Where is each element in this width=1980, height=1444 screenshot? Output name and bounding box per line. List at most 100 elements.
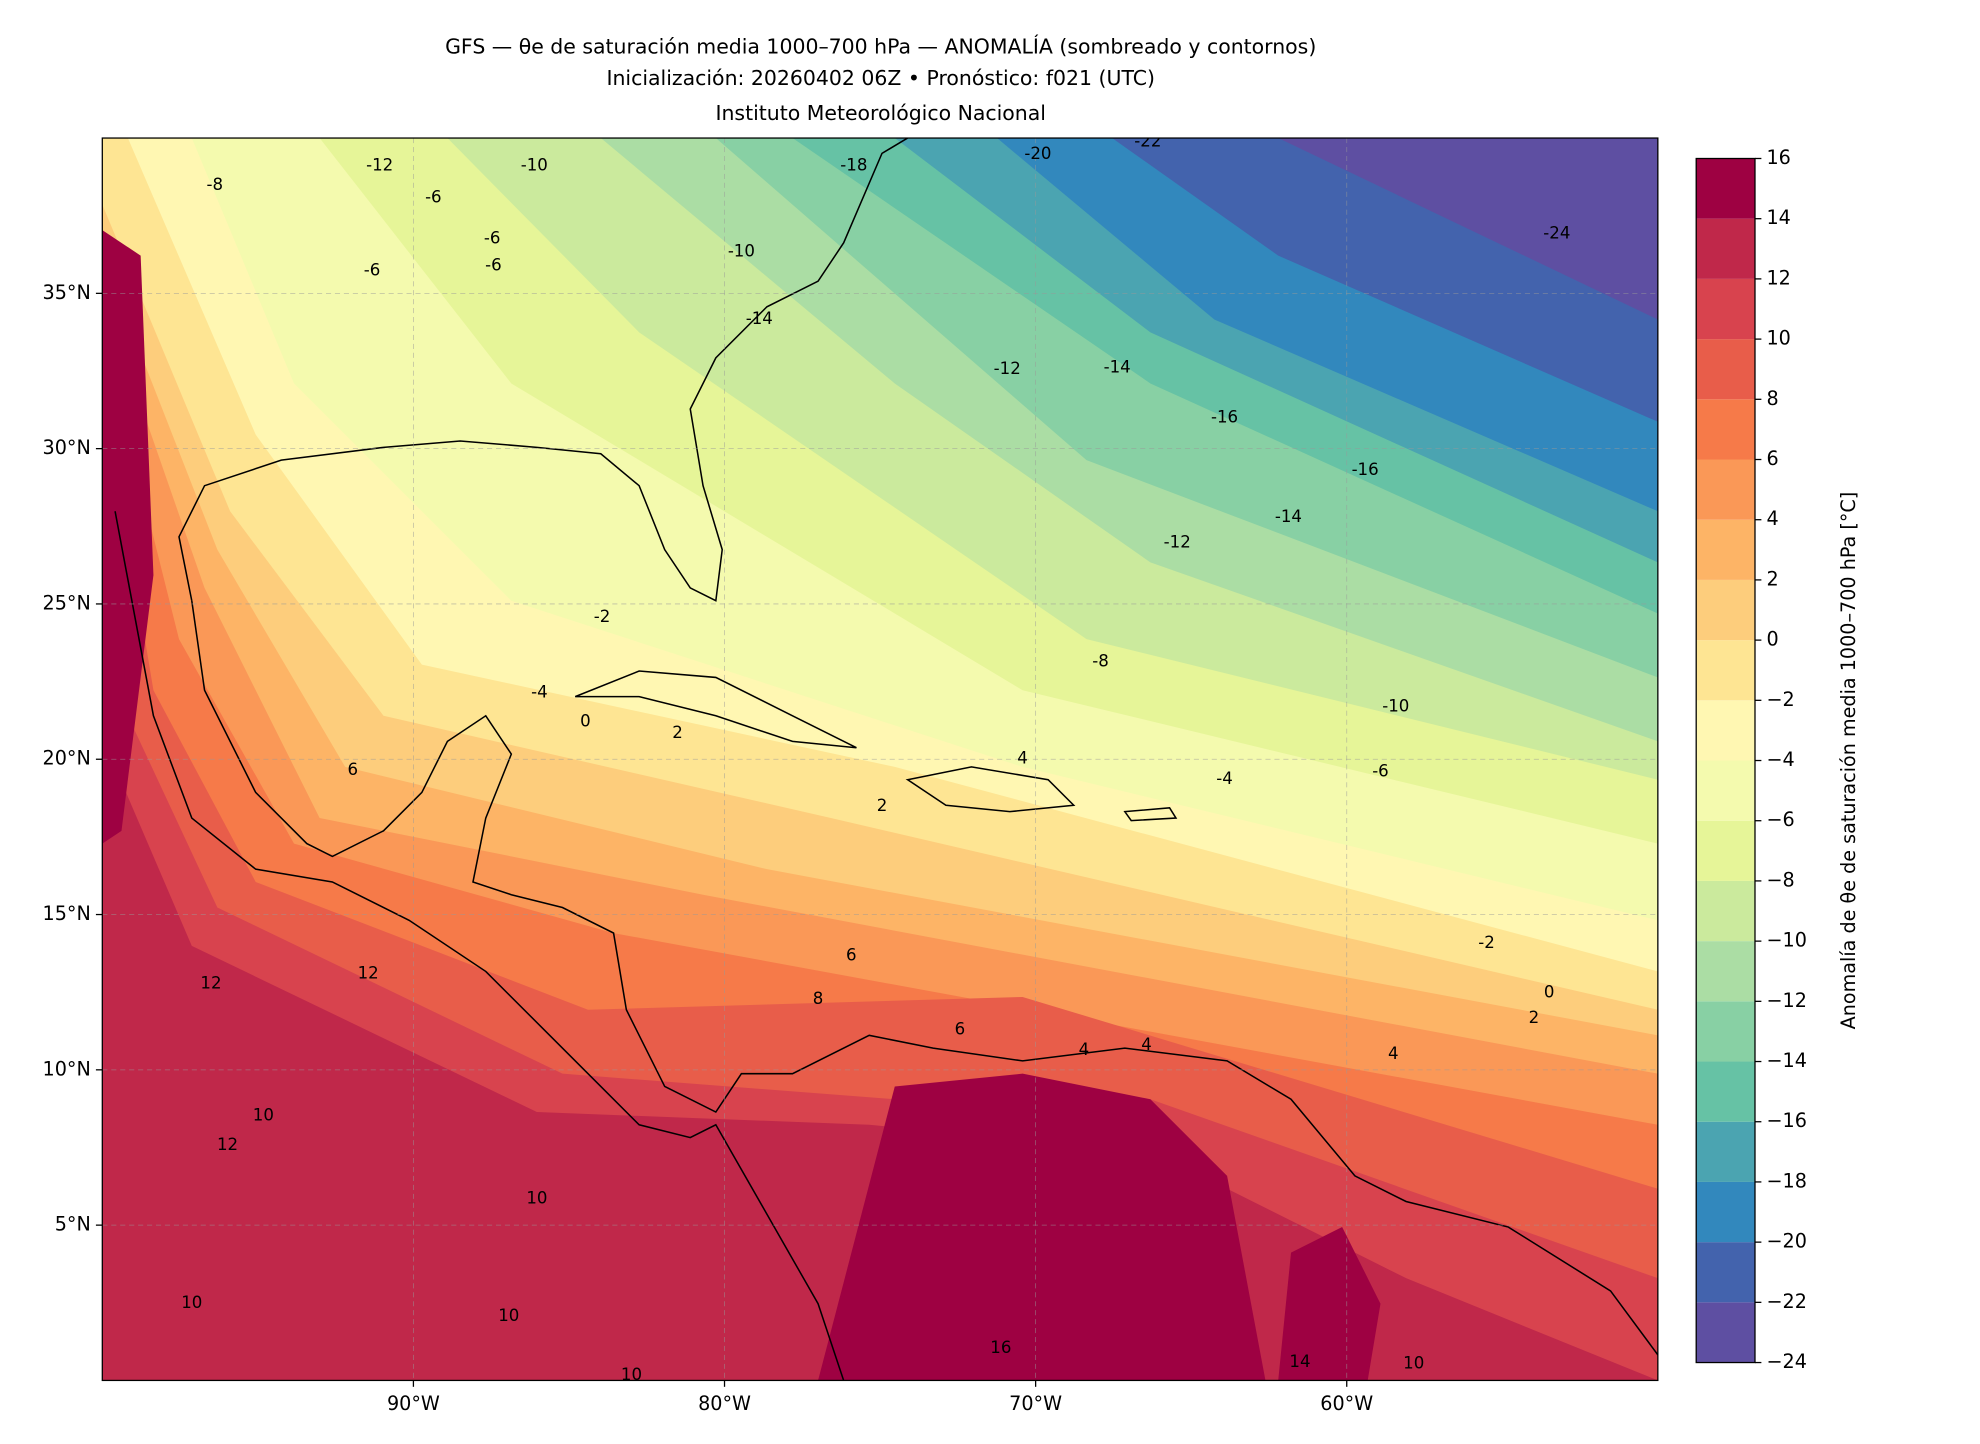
colorbar-swatch [1696,218,1755,279]
grid [102,138,1658,1381]
contour-label: -12 [366,156,393,175]
colorbar-swatch [1696,339,1755,400]
contour-label: 6 [348,760,359,779]
y-tick-label: 10°N [43,1057,91,1080]
colorbar: −24−22−20−18−16−14−12−10−8−6−4−202468101… [1695,146,1807,1373]
colorbar-swatch [1696,399,1755,460]
colorbar-tick-label: 2 [1766,567,1778,590]
colorbar-swatch [1696,640,1755,701]
colorbar-tick-label: −22 [1766,1290,1806,1313]
contour-label: -14 [1104,358,1131,377]
contour-label: -10 [728,241,755,260]
contour-label: 2 [877,796,888,815]
contour-label: 4 [1017,749,1028,768]
field-band [102,230,154,844]
colorbar-tick-label: −2 [1766,688,1794,711]
coastline [178,138,908,602]
colorbar-swatch [1696,278,1755,340]
colorbar-swatch [1696,1061,1755,1122]
colorbar-tick-label: −10 [1766,929,1806,952]
colorbar-tick-label: −4 [1766,748,1794,771]
coastline [114,511,845,1381]
contour-label: 0 [580,712,591,731]
colorbar-swatch [1696,700,1755,761]
colorbar-swatch [1696,1242,1755,1303]
x-tick-label: 90°W [387,1392,440,1415]
colorbar-tick-label: 4 [1766,507,1778,530]
contour-label: -24 [1543,223,1570,242]
contour-label: -12 [994,359,1021,378]
contour-label: 0 [1544,983,1555,1002]
colorbar-swatch [1696,1121,1755,1182]
colorbar-swatch [1696,941,1755,1002]
contour-label: 2 [672,723,683,742]
contour-label: -16 [1352,460,1379,479]
contour-label: -10 [1382,696,1409,715]
colorbar-tick-label: −16 [1766,1109,1806,1132]
contour-label: 8 [813,989,824,1008]
colorbar-swatch [1696,1302,1755,1363]
colorbar-swatch [1696,760,1755,821]
field-band [1278,1227,1381,1381]
colorbar-swatch [1696,519,1755,580]
chart-title: GFS — θe de saturación media 1000–700 hP… [445,33,1316,58]
contour-label: -6 [484,229,501,248]
contour-label: -6 [1372,762,1389,781]
y-tick-label: 30°N [43,436,91,459]
colorbar-swatch [1696,880,1755,942]
contour-label: 2 [1529,1008,1540,1027]
contour-label: 10 [253,1105,274,1124]
contour-label: 4 [1079,1040,1090,1059]
contour-label: 6 [955,1020,966,1039]
contour-label: -4 [531,682,548,701]
contour-label: 10 [181,1293,202,1312]
colorbar-swatch [1696,459,1755,520]
x-tick-label: 70°W [1009,1392,1062,1415]
contour-label: -18 [840,156,867,175]
colorbar-swatch [1696,820,1755,881]
colorbar-tick-label: 16 [1766,146,1790,169]
coastline [905,766,1076,813]
coastlines [114,138,1658,1381]
contour-label: 6 [846,946,857,965]
colorbar-tick-label: 12 [1766,266,1790,289]
contour-label: 12 [217,1135,238,1154]
contour-label: -14 [746,309,773,328]
colorbar-tick-label: −8 [1766,868,1794,891]
colorbar-tick-label: 6 [1766,447,1778,470]
field-band [818,1073,1266,1381]
colorbar-tick-label: 14 [1766,206,1790,229]
contour-label: -8 [1092,652,1109,671]
contour-label: -16 [1211,407,1238,426]
y-tick-label: 15°N [43,902,91,925]
colorbar-tick-label: −24 [1766,1350,1806,1373]
y-tick-label: 35°N [43,281,91,304]
colorbar-tick-label: −6 [1766,808,1794,831]
colorbar-tick-label: −12 [1766,989,1806,1012]
contour-label: -14 [1275,507,1302,526]
y-tick-label: 5°N [55,1213,91,1236]
x-tick-label: 80°W [698,1392,751,1415]
contour-label: 10 [1403,1353,1424,1372]
chart-subtitle: Inicialización: 20260402 06Z • Pronóstic… [606,66,1155,90]
contour-label: -2 [1478,933,1495,952]
axes: 90°W 80°W 70°W 60°W 5°N 10°N 15°N 20°N 25°N 30°N 3… [43,281,1374,1415]
colorbar-tick-label: 0 [1766,628,1778,651]
contour-label: -20 [1024,144,1051,163]
colorbar-tick-label: −20 [1766,1230,1806,1253]
colorbar-tick-label: 10 [1766,327,1790,350]
colorbar-swatch [1696,579,1755,641]
colorbar-swatch [1696,1181,1755,1243]
colorbar-swatch [1696,1001,1755,1062]
contour-label: -8 [207,175,224,194]
contour-label: 10 [526,1188,547,1207]
colorbar-tick-label: −14 [1766,1049,1806,1072]
chart-credit: Instituto Meteorológico Nacional [715,101,1046,125]
y-tick-label: 25°N [43,591,91,614]
x-tick-label: 60°W [1320,1392,1373,1415]
contour-label: 10 [498,1306,519,1325]
contour-label: 14 [1289,1352,1310,1371]
coastline [574,670,857,749]
contour-label: 12 [358,963,379,982]
colorbar-swatch [1696,158,1755,219]
